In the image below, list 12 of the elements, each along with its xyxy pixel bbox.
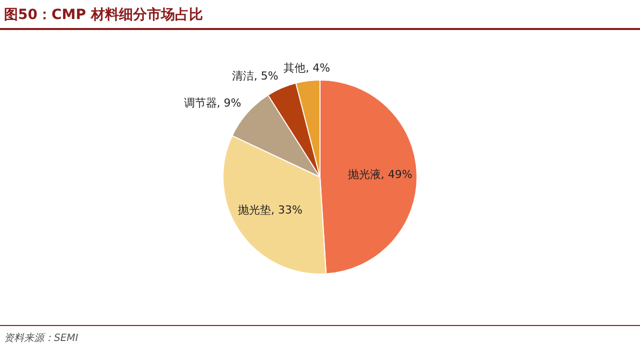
data-label: , 4% [306, 62, 330, 75]
data-label: , 49% [380, 168, 412, 181]
text: 资料来源：SEMI [4, 332, 78, 345]
slice-label: 抛光液 [348, 168, 381, 181]
slice-label: 调节器 [184, 96, 217, 110]
data-label: , 9% [216, 96, 242, 110]
slice-label: 抛光垫 [238, 204, 272, 217]
chart-title: 图50：CMP 材料细分市场占比 [4, 6, 203, 24]
data-label: , 33% [271, 204, 302, 217]
slice-label: 其他 [284, 62, 306, 75]
slice-label: 清洁 [232, 69, 254, 82]
data-label: , 5% [254, 69, 278, 82]
